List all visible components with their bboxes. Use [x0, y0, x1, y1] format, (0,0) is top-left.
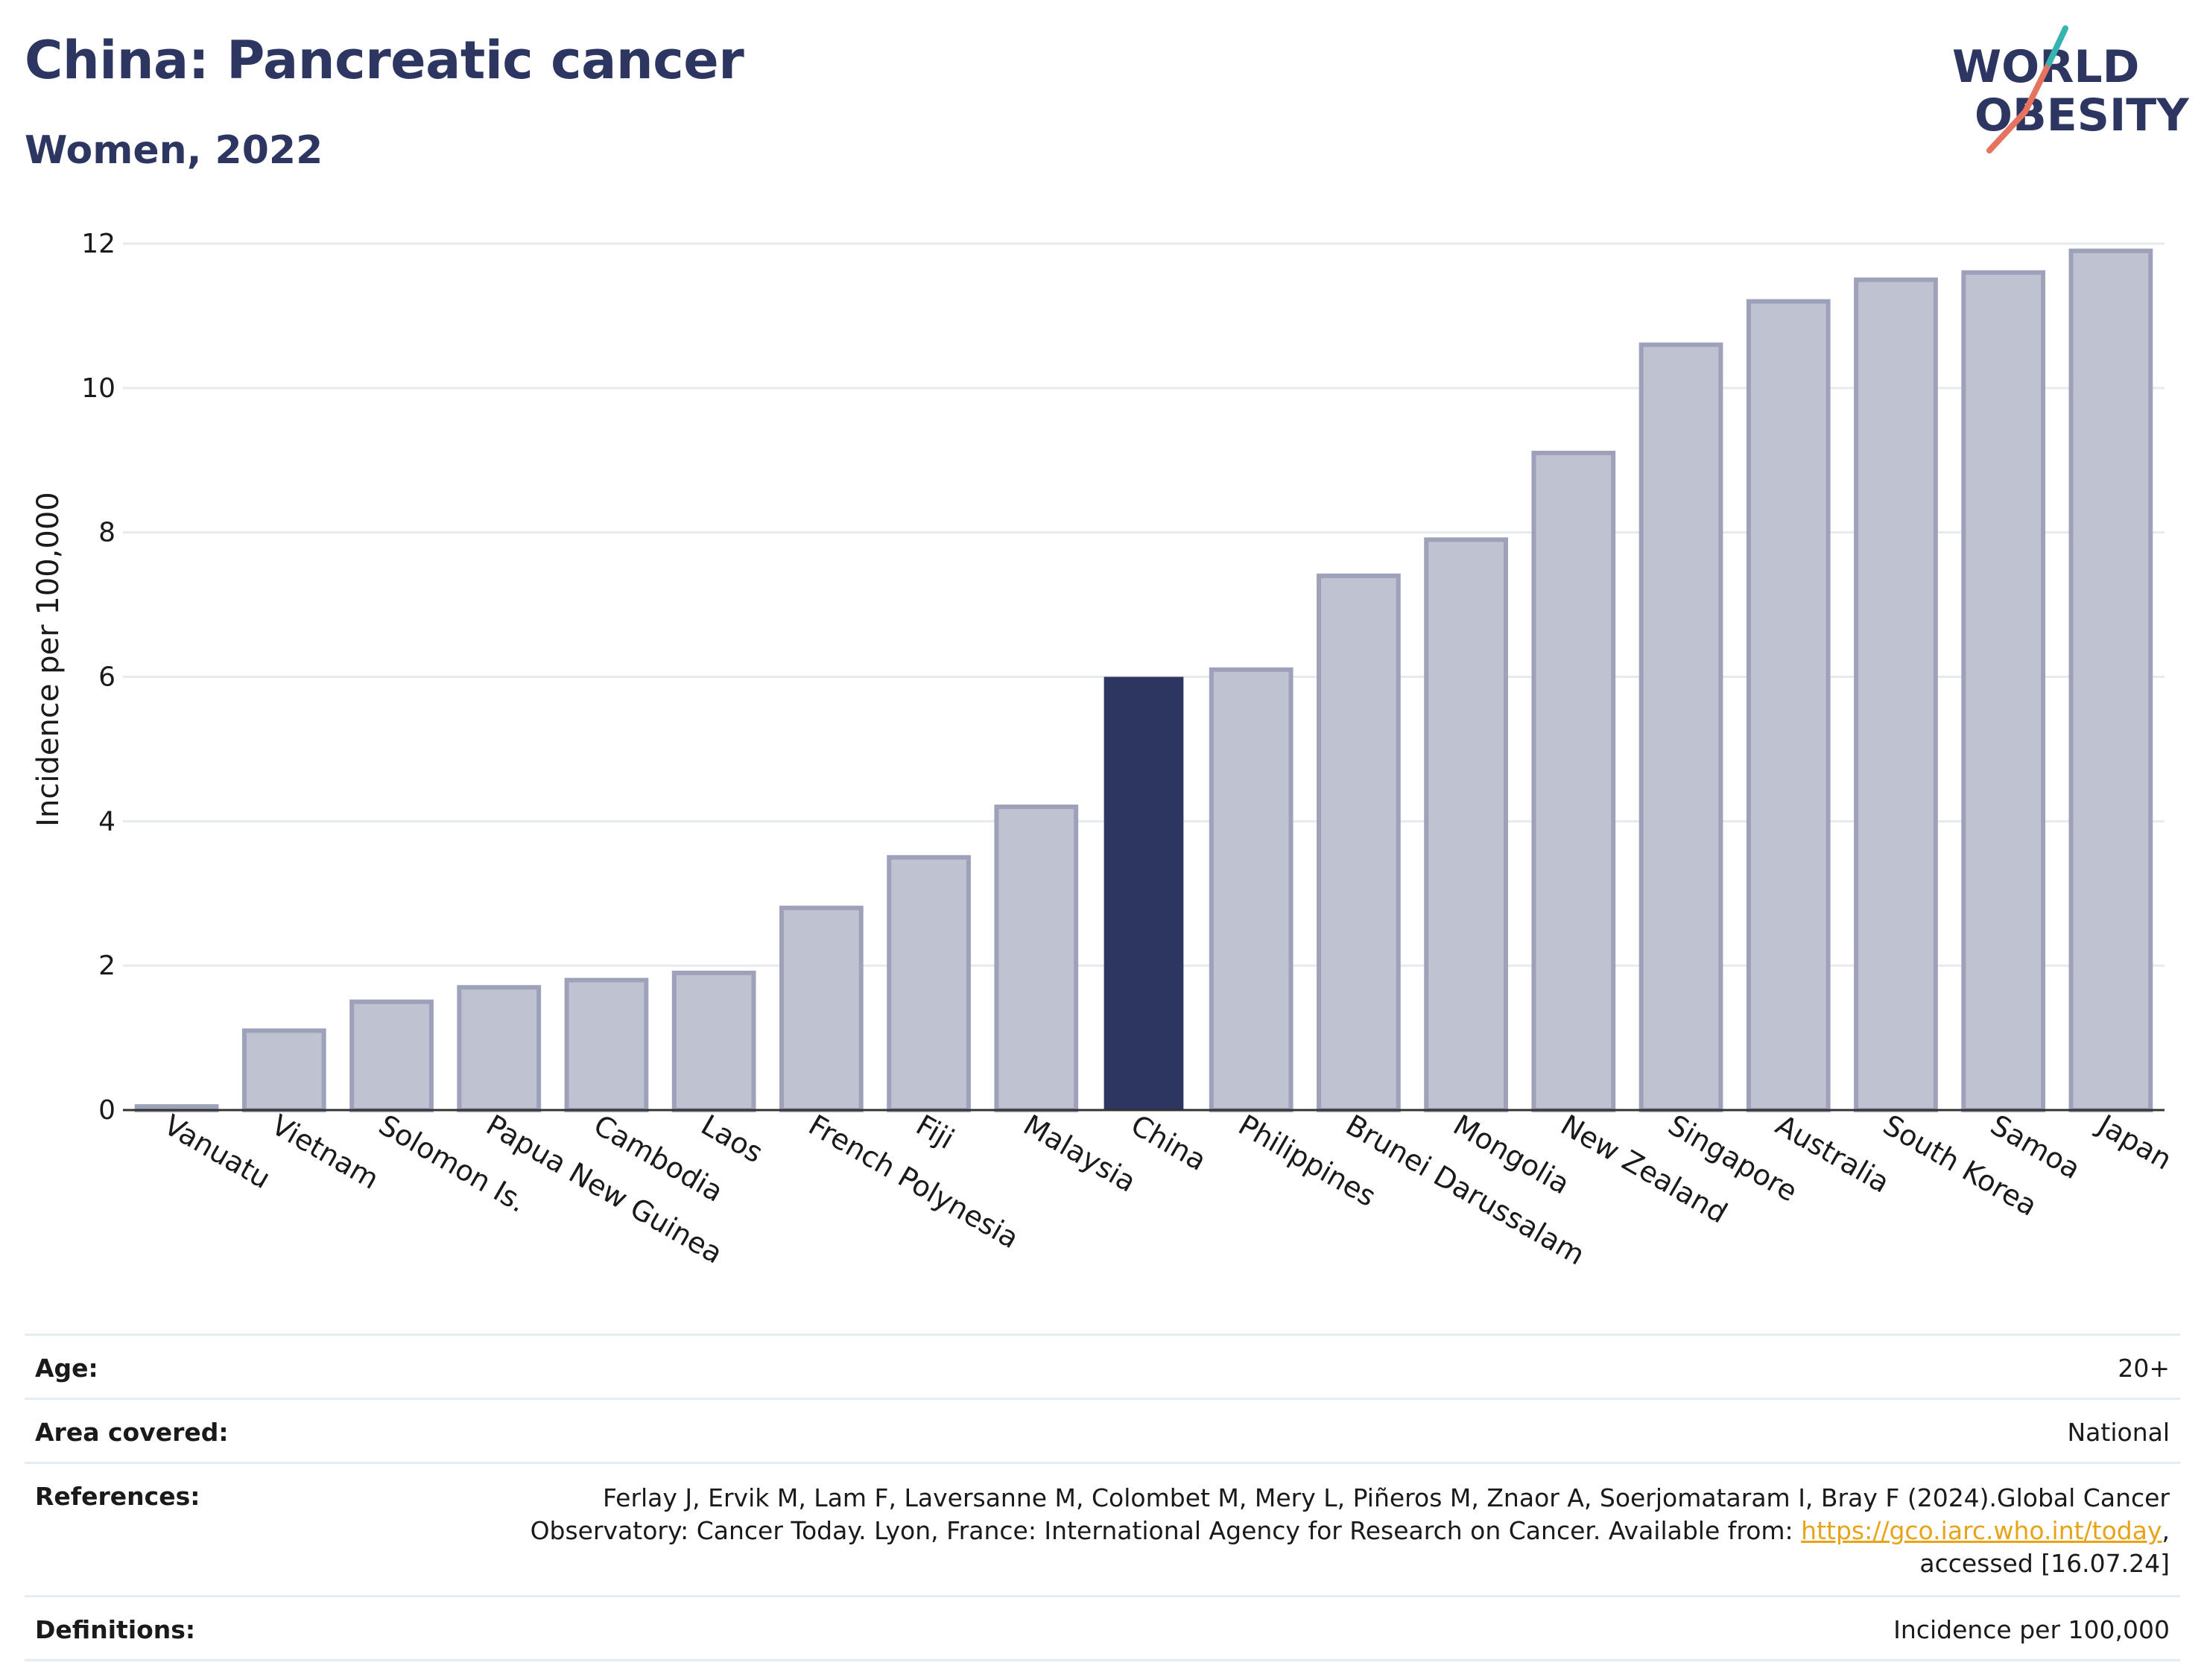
y-tick-label: 12	[81, 229, 115, 259]
y-tick-label: 8	[98, 518, 115, 548]
references-value: Ferlay J, Ervik M, Lam F, Laversanne M, …	[456, 1482, 2170, 1580]
age-label: Age:	[35, 1354, 98, 1383]
info-row-definitions: Definitions: Incidence per 100,000	[25, 1595, 2180, 1661]
bar-solomon-is-	[349, 999, 434, 1112]
x-tick-label: Vietnam	[266, 1109, 384, 1196]
bar-malaysia	[994, 804, 1079, 1112]
info-row-area: Area covered: National	[25, 1398, 2180, 1462]
definitions-value: Incidence per 100,000	[1893, 1615, 2170, 1644]
references-label: References:	[35, 1482, 200, 1511]
bar-brunei-darussalam	[1317, 573, 1401, 1112]
y-tick-label: 2	[98, 951, 115, 981]
logo-slash-coral	[2022, 60, 2052, 115]
definitions-label: Definitions:	[35, 1615, 196, 1644]
bar-new-zealand	[1531, 451, 1616, 1112]
world-obesity-logo: WORLD OBESITY	[1952, 25, 2190, 153]
y-tick-label: 6	[98, 662, 115, 693]
x-tick-label: Fiji	[911, 1109, 960, 1156]
x-tick-label: China	[1126, 1109, 1212, 1177]
area-label: Area covered:	[35, 1418, 229, 1447]
bar-australia	[1746, 299, 1831, 1112]
references-text: Ferlay J, Ervik M, Lam F, Laversanne M, …	[530, 1483, 2170, 1545]
bar-philippines	[1209, 667, 1293, 1112]
bar-french-polynesia	[779, 905, 864, 1112]
info-row-age: Age: 20+	[25, 1334, 2180, 1398]
y-axis-ticks: 0 2 4 6 8 10 12	[81, 229, 115, 1126]
bar-singapore	[1638, 342, 1723, 1112]
references-link[interactable]: https://gco.iarc.who.int/today	[1801, 1516, 2162, 1545]
y-tick-label: 0	[98, 1095, 115, 1126]
bar-fiji	[887, 855, 971, 1112]
x-tick-label: Malaysia	[1018, 1109, 1141, 1199]
bar-japan	[2068, 248, 2153, 1113]
info-row-references: References: Ferlay J, Ervik M, Lam F, La…	[25, 1462, 2180, 1595]
y-tick-label: 4	[98, 806, 115, 837]
logo-slash-coral-lower	[1986, 109, 2028, 153]
x-tick-label: Laos	[696, 1109, 769, 1170]
bar-papua-new-guinea	[457, 985, 542, 1113]
info-table: Age: 20+ Area covered: National Referenc…	[25, 1334, 2180, 1661]
bar-south-korea	[1854, 277, 1938, 1112]
age-value: 20+	[2118, 1354, 2170, 1383]
page-subtitle: Women, 2022	[25, 128, 323, 173]
bar-cambodia	[564, 977, 649, 1113]
page-title: China: Pancreatic cancer	[25, 30, 744, 91]
y-tick-label: 10	[81, 373, 115, 404]
bar-mongolia	[1424, 537, 1508, 1112]
area-value: National	[2067, 1418, 2170, 1447]
bar-laos	[671, 970, 756, 1112]
references-accessed: , accessed [16.07.24]	[1919, 1516, 2170, 1578]
x-tick-label: Japan	[2091, 1108, 2178, 1176]
bars	[134, 248, 2153, 1113]
x-tick-label: Vanuatu	[159, 1109, 276, 1195]
y-axis-title: Incidence per 100,000	[31, 492, 66, 827]
bar-samoa	[1961, 270, 2046, 1112]
logo-line2: OBESITY	[1975, 89, 2190, 142]
bar-vietnam	[241, 1028, 326, 1113]
bar-china	[1103, 676, 1184, 1110]
logo-slash-teal	[2046, 25, 2068, 66]
